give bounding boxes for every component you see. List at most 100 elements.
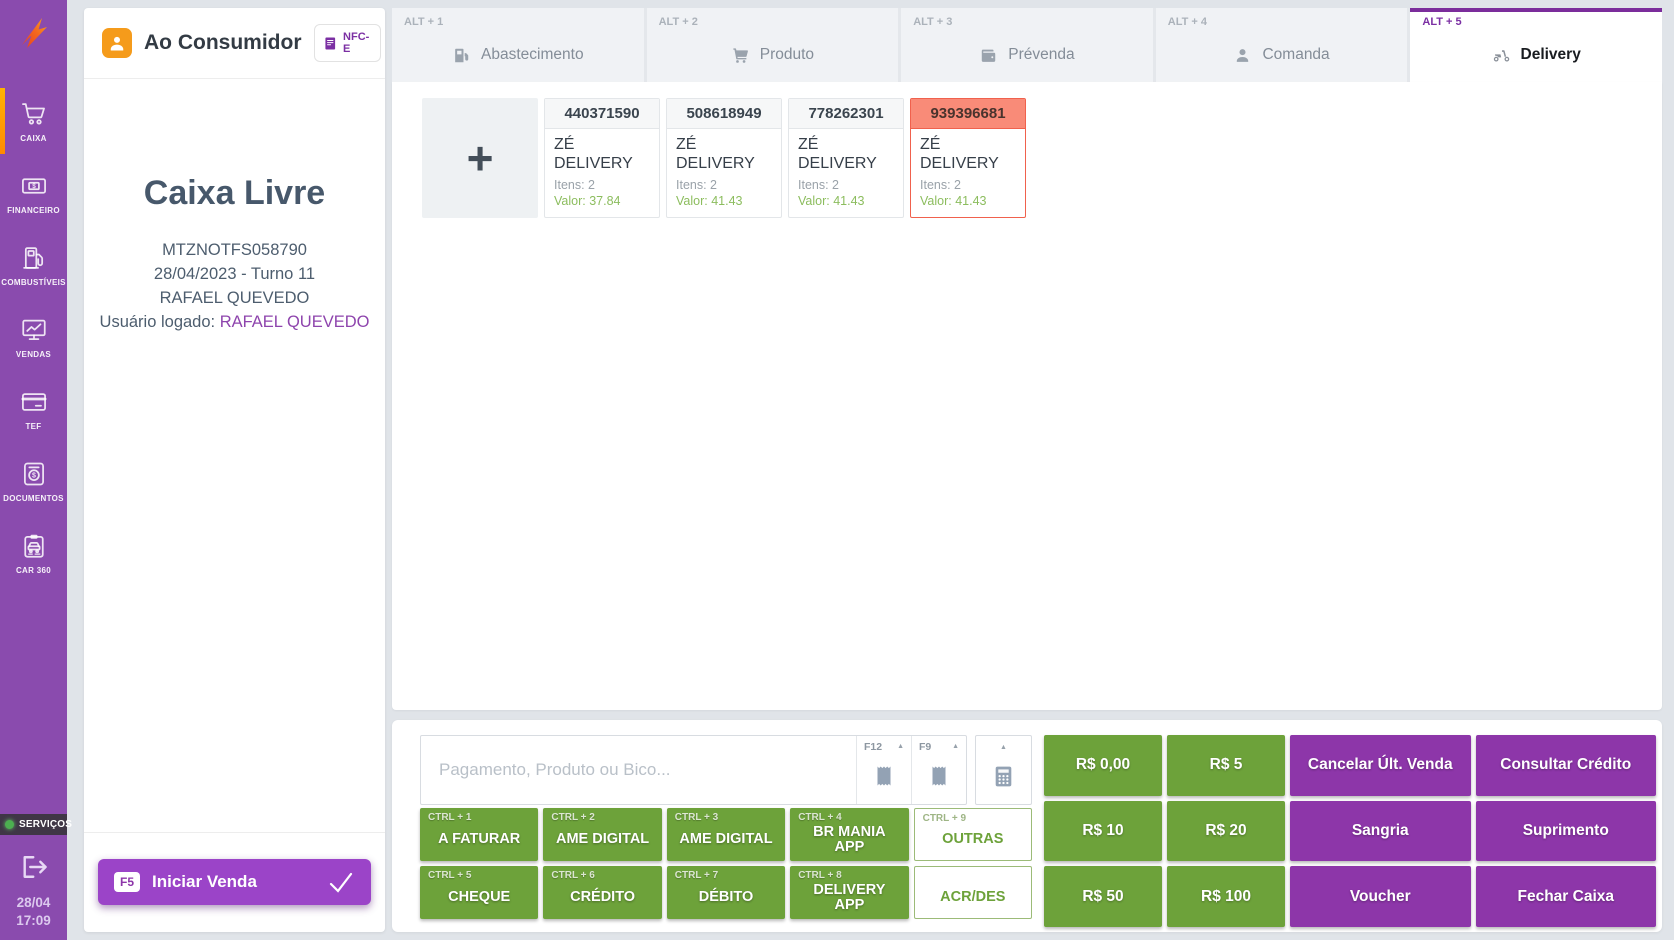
cash-button-5[interactable]: R$ 5 [1167, 735, 1285, 796]
payment-button-cheque[interactable]: CTRL + 5 CHEQUE [420, 866, 539, 919]
tab-delivery[interactable]: ALT + 5 Delivery [1410, 8, 1662, 82]
order-value: Valor: 37.84 [554, 193, 621, 208]
payment-button-ame-digital-2[interactable]: CTRL + 3 AME DIGITAL [666, 808, 786, 861]
cash-action-grid: R$ 0,00 R$ 5 Cancelar Últ. Venda Consult… [1044, 735, 1656, 927]
consult-credit-button[interactable]: Consultar Crédito [1475, 735, 1656, 796]
cash-document-icon: $ [23, 462, 44, 485]
nfce-badge[interactable]: NFC-E [313, 24, 381, 62]
sidebar-item-caixa[interactable]: CAIXA [0, 85, 67, 157]
tab-label: Delivery [1520, 46, 1581, 63]
payment-button-delivery-app[interactable]: CTRL + 8 DELIVERY APP [790, 866, 909, 919]
sidebar-item-label: CAR 360 [15, 565, 51, 575]
tab-label: Comanda [1262, 46, 1330, 63]
tab-label: Produto [759, 46, 815, 63]
payment-button-a-faturar[interactable]: CTRL + 1 A FATURAR [420, 808, 539, 861]
fuel-pump-icon [22, 246, 43, 269]
tab-shortcut: ALT + 2 [658, 16, 698, 28]
caret-up-icon: ▲ [1000, 744, 1007, 751]
tab-shortcut: ALT + 5 [1422, 16, 1462, 28]
receipt-f12-button[interactable]: F12 ▲ [856, 736, 911, 804]
tab-shortcut: ALT + 3 [913, 16, 953, 28]
payment-button-debito[interactable]: CTRL + 7 DÉBITO [666, 866, 786, 919]
session-date: 28/04 [16, 894, 51, 910]
sangria-button[interactable]: Sangria [1290, 800, 1471, 862]
suprimento-button[interactable]: Suprimento [1475, 800, 1656, 862]
logout-icon [23, 855, 47, 878]
payment-button-acr-des[interactable]: ACR/DES [913, 866, 1032, 919]
session-datetime: 28/04 17:09 [16, 894, 51, 930]
tab-shortcut: ALT + 4 [1167, 16, 1208, 28]
sidebar-item-financeiro[interactable]: $ FINANCEIRO [0, 157, 67, 229]
checkmark-icon [327, 871, 355, 893]
start-sale-button[interactable]: F5 Iniciar Venda [98, 859, 371, 905]
search-box: F12 ▲ F9 ▲ [420, 735, 967, 805]
delivery-order-card[interactable]: 440371590 ZÉ DELIVERY Itens: 2 Valor: 37… [544, 98, 660, 218]
sidebar-item-label: TEF [25, 421, 42, 431]
order-customer: ZÉ DELIVERY [798, 136, 877, 172]
sidebar-item-vendas[interactable]: VENDAS [0, 301, 67, 373]
payment-button-credito[interactable]: CTRL + 6 CRÉDITO [543, 866, 662, 919]
caret-up-icon: ▲ [952, 743, 959, 750]
delivery-orders-row: + 440371590 ZÉ DELIVERY Itens: 2 Valor: … [392, 82, 1662, 218]
logout-button[interactable] [16, 849, 52, 890]
car-clipboard-icon [23, 534, 44, 558]
order-value: Valor: 41.43 [920, 193, 987, 208]
cash-button-50[interactable]: R$ 50 [1044, 866, 1162, 927]
cart-icon [733, 47, 748, 63]
sidebar-nav: CAIXA $ FINANCEIRO COMBUSTÍVEIS VENDAS T… [0, 85, 67, 589]
wallet-icon [982, 49, 996, 62]
payment-button-br-mania-app[interactable]: CTRL + 4 BR MANIA APP [790, 808, 909, 861]
operator-name: RAFAEL QUEVEDO [159, 288, 310, 307]
receipt-f9-button[interactable]: F9 ▲ [911, 736, 966, 804]
person-icon [1237, 48, 1249, 62]
delivery-order-card-selected[interactable]: 939396681 ZÉ DELIVERY Itens: 2 Valor: 41… [910, 98, 1026, 218]
calculator-button[interactable]: ▲ [975, 735, 1032, 805]
sidebar-item-label: CAIXA [20, 133, 47, 143]
delivery-order-card[interactable]: 508618949 ZÉ DELIVERY Itens: 2 Valor: 41… [666, 98, 782, 218]
order-id: 778262301 [789, 99, 903, 129]
tab-comanda[interactable]: ALT + 4 Comanda [1155, 8, 1411, 82]
cancel-last-sale-button[interactable]: Cancelar Últ. Venda [1290, 735, 1471, 796]
payment-button-ame-digital[interactable]: CTRL + 2 AME DIGITAL [543, 808, 662, 861]
cash-button-10[interactable]: R$ 10 [1044, 800, 1162, 862]
logged-user-line: Usuário logado: RAFAEL QUEVEDO [84, 311, 385, 335]
fuel-pump-icon [455, 48, 469, 62]
sidebar-item-car360[interactable]: CAR 360 [0, 517, 67, 589]
cart-icon [21, 102, 45, 125]
tab-label: Prévenda [1008, 46, 1075, 63]
order-items: Itens: 2 [554, 177, 595, 192]
receipt-icon [877, 766, 891, 786]
order-id: 440371590 [545, 99, 659, 129]
voucher-button[interactable]: Voucher [1290, 866, 1471, 927]
order-customer: ZÉ DELIVERY [676, 136, 755, 172]
sidebar-item-label: COMBUSTÍVEIS [1, 277, 66, 287]
logged-user-name[interactable]: RAFAEL QUEVEDO [219, 312, 370, 331]
cash-status-title: Caixa Livre [143, 174, 326, 212]
order-items: Itens: 2 [798, 177, 839, 192]
brand-logo-icon[interactable] [14, 12, 54, 57]
money-bill-icon: $ [21, 177, 46, 194]
logged-user-label: Usuário logado: [99, 312, 216, 331]
sidebar-item-tef[interactable]: TEF [0, 373, 67, 445]
sidebar-item-documentos[interactable]: $ DOCUMENTOS [0, 445, 67, 517]
delivery-content-panel: + 440371590 ZÉ DELIVERY Itens: 2 Valor: … [392, 82, 1662, 710]
search-input[interactable] [421, 736, 856, 804]
tab-produto[interactable]: ALT + 2 Produto [646, 8, 902, 82]
order-value: Valor: 41.43 [798, 193, 865, 208]
f9-shortcut-label: F9 [919, 741, 932, 753]
cash-button-0[interactable]: R$ 0,00 [1044, 735, 1162, 796]
close-cash-button[interactable]: Fechar Caixa [1475, 866, 1656, 927]
cash-button-100[interactable]: R$ 100 [1167, 866, 1285, 927]
tab-abastecimento[interactable]: ALT + 1 Abastecimento [392, 8, 647, 82]
tab-prevenda[interactable]: ALT + 3 Prévenda [901, 8, 1156, 82]
new-delivery-order-button[interactable]: + [422, 98, 538, 218]
delivery-order-card[interactable]: 778262301 ZÉ DELIVERY Itens: 2 Valor: 41… [788, 98, 904, 218]
payment-button-outras[interactable]: CTRL + 9 OUTRAS [913, 808, 1032, 861]
f12-shortcut-label: F12 [864, 741, 883, 753]
sidebar-item-combustiveis[interactable]: COMBUSTÍVEIS [0, 229, 67, 301]
cash-button-20[interactable]: R$ 20 [1167, 800, 1285, 862]
credit-card-icon [21, 392, 46, 411]
services-button[interactable]: SERVIÇOS [0, 813, 72, 835]
customer-panel: Ao Consumidor NFC-E Caixa Livre MTZNOTFS… [84, 8, 385, 932]
order-id: 508618949 [667, 99, 781, 129]
